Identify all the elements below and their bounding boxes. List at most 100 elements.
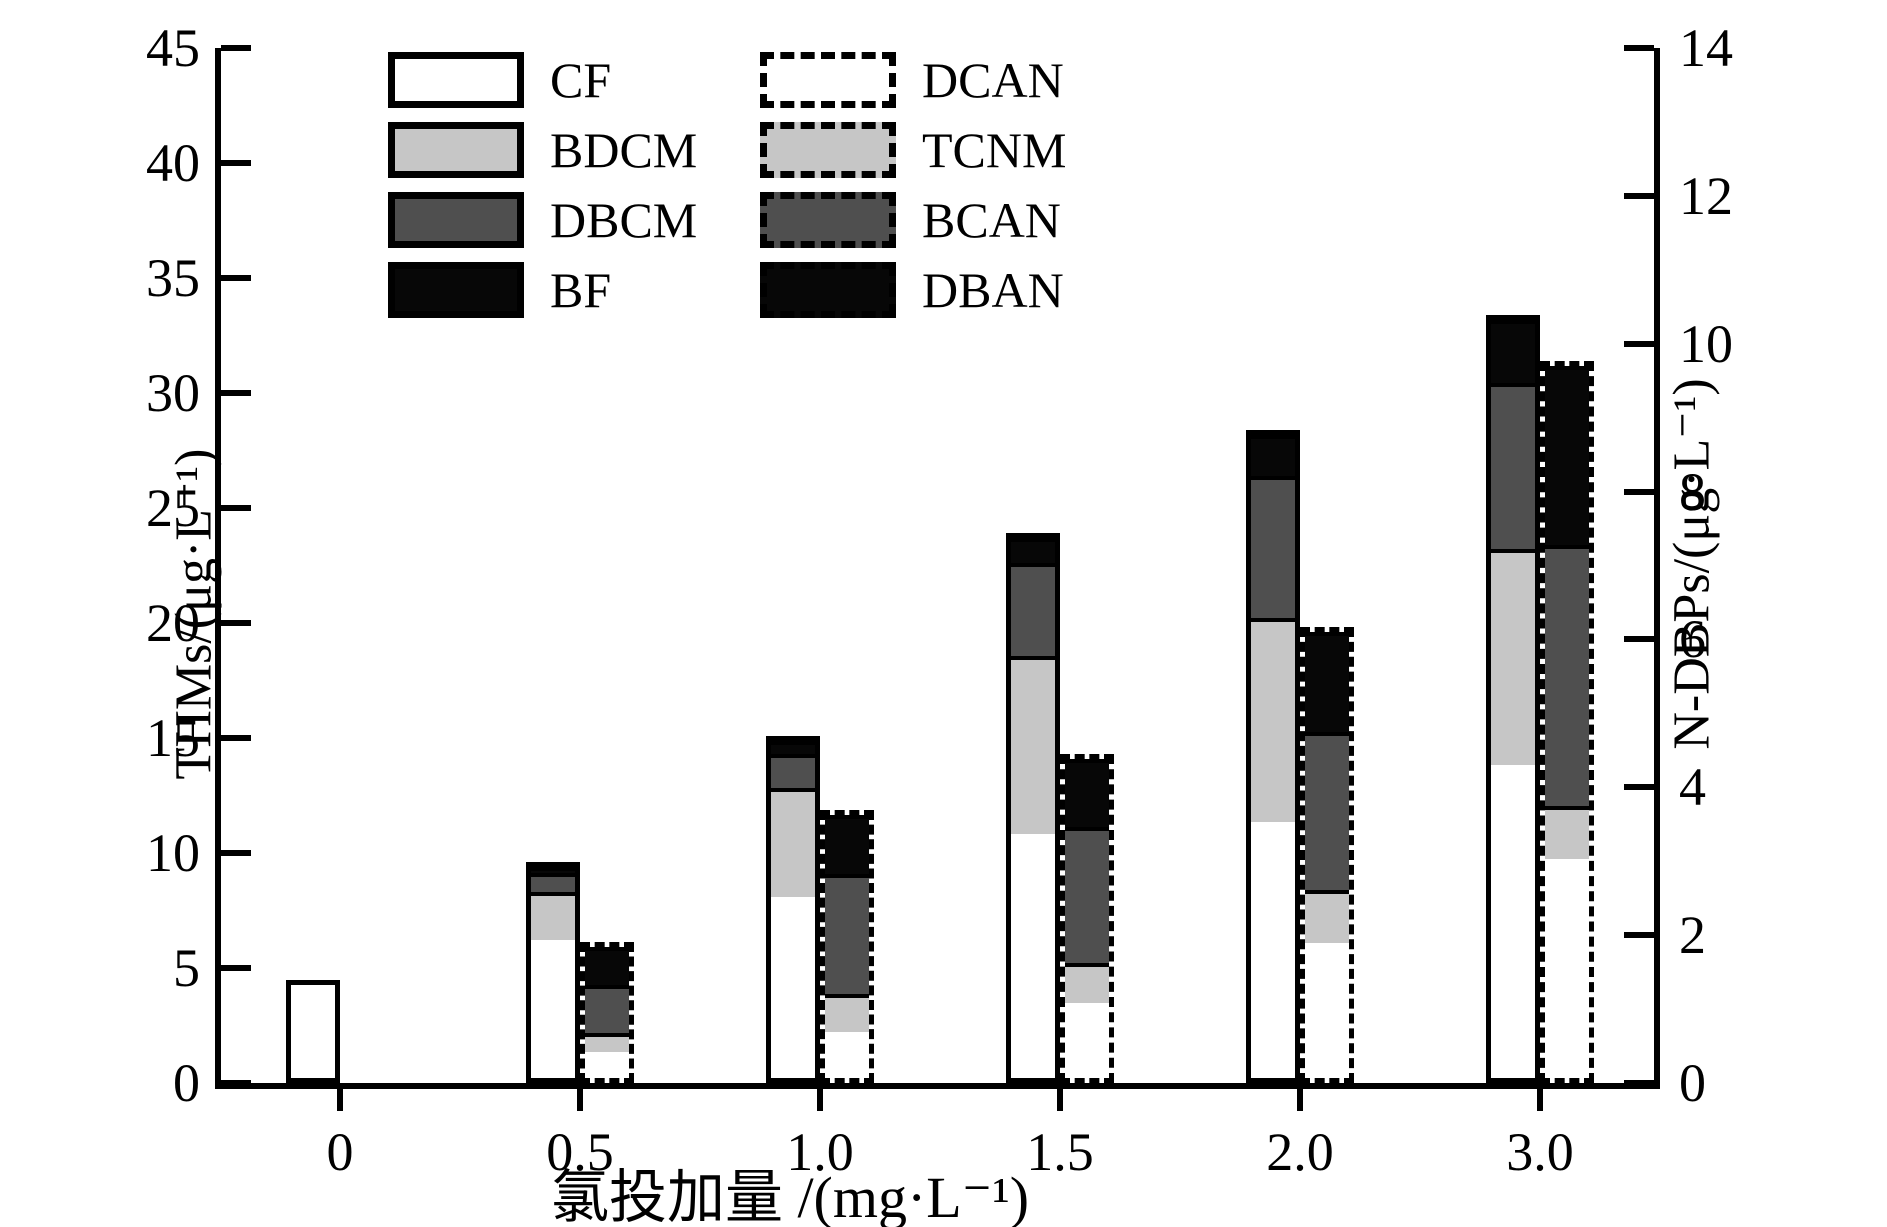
thms-bar-1.5 <box>1006 533 1060 1083</box>
right-axis-tick <box>1624 340 1654 347</box>
ndbps-segment-tcnm <box>1065 963 1109 1003</box>
right-axis-tick-label: 0 <box>1679 1053 1706 1113</box>
thms-segment-bf <box>1251 434 1295 476</box>
legend-swatch-dban <box>760 262 896 318</box>
thms-segment-bf <box>771 740 815 755</box>
right-axis-tick-label: 8 <box>1679 461 1706 522</box>
left-axis-tick <box>221 160 251 166</box>
left-axis-tick-label: 20 <box>146 593 200 653</box>
legend-label-dbcm: DBCM <box>550 192 698 248</box>
ndbps-segment-dcan <box>1305 942 1349 1078</box>
right-axis-tick-label: 14 <box>1679 18 1733 78</box>
thms-segment-dbcm <box>771 754 815 788</box>
right-axis-tick <box>1624 932 1654 939</box>
thms-segment-bf <box>531 867 575 873</box>
left-axis-tick-label: 30 <box>146 363 200 423</box>
x-axis-tick-label: 0 <box>326 1122 354 1182</box>
ndbps-segment-bcan <box>1545 545 1589 807</box>
left-axis-tick-label: 40 <box>146 133 200 193</box>
thms-segment-dbcm <box>1011 563 1055 656</box>
x-axis-tick <box>817 1089 823 1111</box>
left-axis-tick <box>221 735 251 741</box>
left-axis-tick <box>221 505 251 511</box>
ndbps-segment-dcan <box>1065 1002 1109 1078</box>
right-axis-tick-label: 12 <box>1679 165 1733 226</box>
legend-label-dban: DBAN <box>922 262 1064 318</box>
thms-bar-2.0 <box>1246 429 1300 1083</box>
x-axis-tick-label: 0.5 <box>546 1122 614 1182</box>
ndbps-segment-dcan <box>585 1052 629 1078</box>
right-axis-tick <box>1624 784 1654 791</box>
thms-segment-cf <box>771 897 815 1078</box>
x-axis-tick-label: 1.5 <box>1026 1122 1094 1182</box>
ndbps-segment-tcnm <box>585 1032 629 1053</box>
thms-segment-bf <box>1011 538 1055 564</box>
x-axis-tick <box>1057 1089 1063 1111</box>
thms-segment-cf <box>1251 822 1295 1078</box>
left-axis-tick <box>221 620 251 626</box>
left-axis-tick <box>221 965 251 971</box>
thms-segment-dbcm <box>1491 383 1535 550</box>
right-axis-tick <box>1624 488 1654 495</box>
ndbps-segment-dban <box>585 946 629 985</box>
thms-segment-cf <box>291 984 335 1078</box>
thms-segment-dbcm <box>531 872 575 892</box>
left-axis-tick-label: 45 <box>146 18 200 78</box>
left-axis-tick <box>221 275 251 281</box>
right-axis-tick <box>1624 192 1654 199</box>
ndbps-segment-bcan <box>825 874 869 994</box>
x-axis-tick <box>577 1089 583 1111</box>
ndbps-bar-1.5 <box>1060 754 1114 1083</box>
legend-label-cf: CF <box>550 52 612 108</box>
left-axis-tick-label: 35 <box>146 248 200 308</box>
x-axis-tick-label: 1.0 <box>786 1122 854 1182</box>
legend-swatch-dbcm <box>388 192 524 248</box>
left-axis-tick <box>221 1080 251 1086</box>
ndbps-segment-dban <box>825 815 869 875</box>
ndbps-bar-3.0 <box>1540 361 1594 1083</box>
right-axis-tick <box>1624 1080 1654 1086</box>
legend-swatch-tcnm <box>760 122 896 178</box>
legend-swatch-bcan <box>760 192 896 248</box>
ndbps-segment-dban <box>1065 759 1109 828</box>
bottom-axis-spine <box>215 1083 1660 1089</box>
thms-segment-bdcm <box>771 787 815 898</box>
left-axis-tick-label: 15 <box>146 708 200 768</box>
thms-segment-cf <box>531 940 575 1078</box>
thms-bar-3.0 <box>1486 314 1540 1083</box>
x-axis-tick-label: 2.0 <box>1266 1122 1334 1182</box>
right-axis-tick-label: 6 <box>1679 609 1706 670</box>
x-axis-tick <box>1537 1089 1543 1111</box>
thms-bar-0 <box>286 979 340 1083</box>
legend-swatch-bf <box>388 262 524 318</box>
thms-segment-dbcm <box>1251 475 1295 619</box>
legend-swatch-dcan <box>760 52 896 108</box>
legend-label-bcan: BCAN <box>922 192 1061 248</box>
right-axis-tick <box>1624 636 1654 643</box>
right-axis-tick <box>1624 45 1654 51</box>
left-axis-spine <box>215 48 221 1089</box>
thms-segment-bdcm <box>1251 618 1295 823</box>
left-axis-tick <box>221 390 251 396</box>
x-axis-tick <box>1297 1089 1303 1111</box>
x-axis-tick <box>337 1089 343 1111</box>
thms-segment-bf <box>1491 319 1535 384</box>
legend-label-tcnm: TCNM <box>922 122 1067 178</box>
right-axis-tick-label: 10 <box>1679 313 1733 374</box>
legend-swatch-bdcm <box>388 122 524 178</box>
legend-label-bf: BF <box>550 262 612 318</box>
left-axis-tick <box>221 850 251 856</box>
left-axis-tick-label: 25 <box>146 478 200 538</box>
thms-bar-0.5 <box>526 862 580 1083</box>
ndbps-segment-tcnm <box>825 993 869 1033</box>
thms-segment-cf <box>1011 834 1055 1078</box>
thms-segment-cf <box>1491 764 1535 1078</box>
ndbps-segment-tcnm <box>1305 890 1349 943</box>
ndbps-segment-tcnm <box>1545 806 1589 860</box>
x-axis-title: 氯投加量 /(mg·L⁻¹) <box>550 1165 1030 1227</box>
left-axis-tick <box>221 45 251 51</box>
ndbps-segment-dban <box>1545 366 1589 546</box>
ndbps-segment-dban <box>1305 631 1349 733</box>
x-axis-tick-label: 3.0 <box>1506 1122 1574 1182</box>
